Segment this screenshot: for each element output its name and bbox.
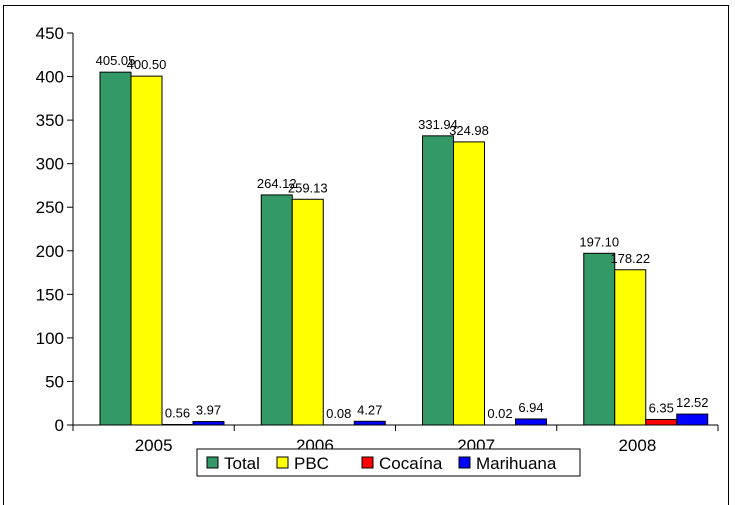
data-label: 259.13 xyxy=(288,180,328,195)
bar-pbc xyxy=(291,198,324,426)
data-label: 400.50 xyxy=(127,57,167,72)
data-label: 0.56 xyxy=(165,406,190,421)
data-label: 324.98 xyxy=(449,123,489,138)
y-tick-label: 0 xyxy=(55,416,64,435)
bar-total xyxy=(99,71,132,426)
legend-swatch xyxy=(276,456,289,469)
legend-swatch xyxy=(361,456,374,469)
legend-label: Cocaína xyxy=(379,454,443,473)
data-label: 178.22 xyxy=(610,251,650,266)
bar-marihuana xyxy=(515,418,547,426)
y-tick-label: 50 xyxy=(45,372,64,391)
y-tick-label: 250 xyxy=(36,198,64,217)
data-label: 6.94 xyxy=(518,400,543,415)
y-tick-label: 150 xyxy=(36,285,64,304)
y-tick-label: 300 xyxy=(36,155,64,174)
y-tick-label: 200 xyxy=(36,242,64,261)
bar-total xyxy=(583,252,616,426)
legend-label: Marihuana xyxy=(476,454,557,473)
bar-total xyxy=(422,135,454,426)
data-label: 0.08 xyxy=(326,406,351,421)
bar-pbc xyxy=(614,269,647,426)
data-label: 264.12 xyxy=(257,176,297,191)
legend-label: PBC xyxy=(294,454,329,473)
data-label: 6.35 xyxy=(649,400,674,415)
bar-pbc xyxy=(130,75,163,426)
bar-marihuana xyxy=(353,420,386,426)
data-label: 0.02 xyxy=(487,406,512,421)
chart-frame xyxy=(3,5,729,505)
data-label: 331.94 xyxy=(418,117,458,132)
x-tick-label: 2008 xyxy=(618,436,656,455)
bar-pbc xyxy=(453,141,485,426)
x-tick-label: 2005 xyxy=(135,436,173,455)
data-label: 197.10 xyxy=(579,234,619,249)
bar-marihuana xyxy=(192,421,225,426)
y-tick-label: 350 xyxy=(36,111,64,130)
y-tick-label: 100 xyxy=(36,329,64,348)
legend-swatch xyxy=(458,456,471,469)
data-label: 405.05 xyxy=(96,53,136,68)
legend xyxy=(196,448,581,477)
data-label: 12.52 xyxy=(676,395,709,410)
bar-total xyxy=(260,194,293,426)
legend-swatch xyxy=(206,456,219,469)
y-tick-label: 400 xyxy=(36,68,64,87)
bar-marihuana xyxy=(676,413,709,426)
legend-label: Total xyxy=(224,454,260,473)
y-tick-label: 450 xyxy=(36,24,64,43)
data-label: 3.97 xyxy=(196,403,221,418)
data-label: 4.27 xyxy=(357,402,382,417)
bar-cocaína xyxy=(645,418,678,426)
